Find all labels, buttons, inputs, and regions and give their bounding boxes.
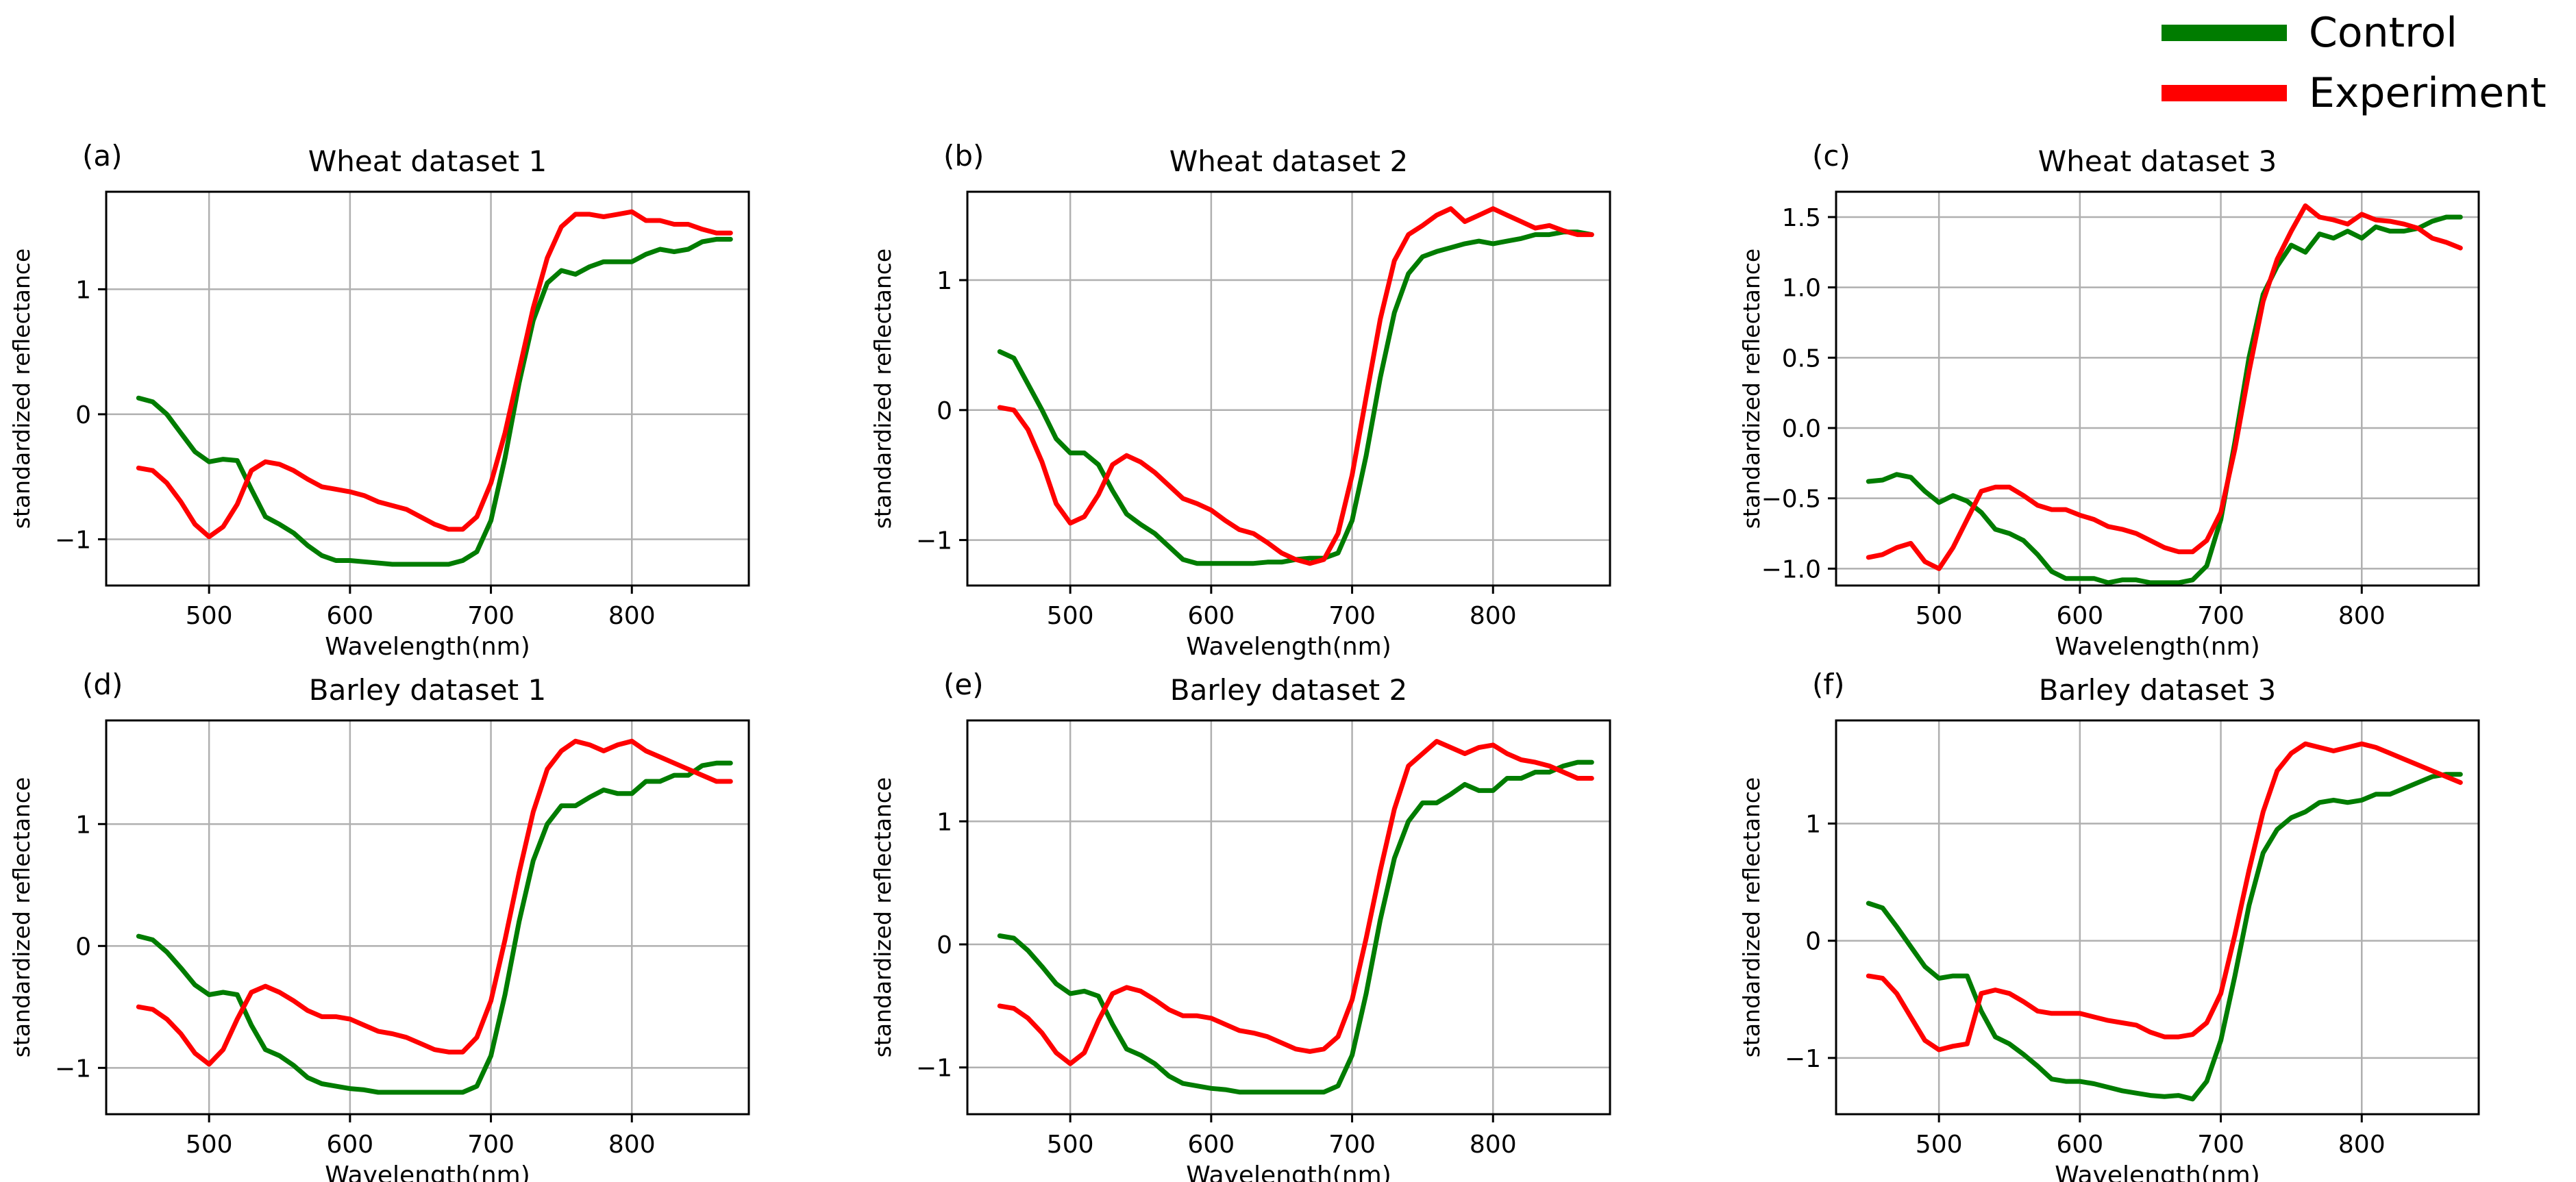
plot-frame [1835, 719, 2480, 1116]
x-tick-label: 500 [186, 602, 233, 630]
y-axis-label: standardized reflectance [8, 249, 35, 529]
y-tick-label: 0 [1805, 928, 1821, 956]
y-tick-label: −1 [1785, 1045, 1821, 1073]
y-tick-label: −1 [916, 1055, 952, 1083]
series-line-experiment [997, 739, 1594, 1066]
y-axis-label: standardized reflectance [1738, 249, 1765, 529]
legend-label-experiment: Experiment [2309, 69, 2547, 117]
legend-label-control: Control [2309, 9, 2457, 57]
panel-label: (d) [82, 668, 123, 701]
x-tick-label: 800 [608, 602, 656, 630]
chart-title: Barley dataset 2 [1170, 673, 1407, 707]
chart-title: Wheat dataset 1 [308, 144, 547, 178]
chart-title: Barley dataset 3 [2039, 673, 2276, 707]
y-tick-label: 0.5 [1782, 344, 1821, 373]
x-tick-label: 600 [1188, 1131, 1235, 1159]
y-tick-label: 0 [937, 931, 952, 959]
y-tick-label: 1.0 [1782, 275, 1821, 303]
y-tick-label: 0 [937, 397, 952, 425]
series-line-control [997, 759, 1594, 1095]
y-axis-label: standardized reflectance [869, 777, 896, 1058]
series-line-experiment [1866, 203, 2463, 571]
x-axis-label: Wavelength(nm) [325, 1161, 530, 1182]
panel-label: (b) [943, 139, 984, 173]
x-tick-label: 700 [2197, 602, 2244, 630]
y-tick-label: −1 [916, 527, 952, 555]
series-line-experiment [136, 209, 733, 540]
y-tick-label: −1 [55, 1055, 91, 1083]
y-axis-label: standardized reflectance [1738, 777, 1765, 1058]
chart-panel-1: 500 600 700 800 −1 0 1 Wheat dataset 1 (a) Wavele… [8, 139, 750, 661]
x-tick-label: 800 [2338, 1131, 2386, 1159]
x-tick-label: 600 [327, 1131, 374, 1159]
plot-frame [966, 190, 1611, 587]
series-line-control [136, 760, 733, 1095]
x-tick-label: 700 [467, 1131, 515, 1159]
x-tick-label: 700 [1328, 1131, 1376, 1159]
x-tick-label: 500 [1047, 1131, 1094, 1159]
series-line-control [1866, 214, 2463, 586]
panel-label: (e) [943, 668, 984, 701]
chart-title: Wheat dataset 3 [2038, 144, 2277, 178]
chart-title: Barley dataset 1 [309, 673, 546, 707]
y-tick-label: 0 [75, 933, 91, 961]
x-tick-label: 800 [1470, 602, 1517, 630]
plot-frame [105, 190, 750, 587]
chart-panel-3: 500 600 700 800 −1.0 −0.5 0.0 0.5 1.0 1.5 Wheat da… [1738, 139, 2480, 661]
chart-title: Wheat dataset 2 [1169, 144, 1408, 178]
plot-frame [1835, 190, 2480, 587]
x-axis-label: Wavelength(nm) [2055, 1161, 2260, 1182]
panels: 500 600 700 800 −1 0 1 Wheat dataset 1 (a) Wavele… [8, 139, 2480, 1182]
x-tick-label: 600 [1188, 602, 1235, 630]
y-tick-label: −1.0 [1761, 555, 1821, 583]
x-tick-label: 500 [186, 1131, 233, 1159]
series-line-experiment [997, 206, 1594, 566]
y-tick-label: 0 [75, 401, 91, 429]
y-tick-label: 1 [1805, 811, 1821, 839]
x-tick-label: 500 [1916, 1131, 1963, 1159]
x-axis-label: Wavelength(nm) [325, 633, 530, 661]
chart-panel-6: 500 600 700 800 −1 0 1 Barley dataset 3 (f) Wavel… [1738, 668, 2480, 1182]
x-axis-label: Wavelength(nm) [2055, 633, 2260, 661]
y-tick-label: 1.5 [1782, 204, 1821, 232]
series-line-control [136, 236, 733, 567]
y-tick-label: −0.5 [1761, 486, 1821, 514]
panel-label: (c) [1812, 139, 1850, 173]
y-tick-label: 1 [75, 276, 91, 304]
x-tick-label: 800 [1470, 1131, 1517, 1159]
chart-panel-5: 500 600 700 800 −1 0 1 Barley dataset 2 (e) Wavel… [869, 668, 1611, 1182]
series-line-experiment [1866, 741, 2463, 1053]
panel-label: (a) [82, 139, 123, 173]
chart-panel-4: 500 600 700 800 −1 0 1 Barley dataset 1 (d) Wavel… [8, 668, 750, 1182]
x-tick-label: 700 [2197, 1131, 2244, 1159]
x-axis-label: Wavelength(nm) [1186, 1161, 1391, 1182]
x-tick-label: 800 [608, 1131, 656, 1159]
plot-frame [105, 719, 750, 1116]
x-axis-label: Wavelength(nm) [1186, 633, 1391, 661]
x-tick-label: 600 [2057, 602, 2104, 630]
x-tick-label: 600 [327, 602, 374, 630]
series-line-control [1866, 772, 2463, 1102]
y-axis-label: standardized reflectance [869, 249, 896, 529]
legend: Control Experiment [2162, 9, 2547, 117]
y-tick-label: 1 [75, 811, 91, 839]
chart-panel-2: 500 600 700 800 −1 0 1 Wheat dataset 2 (b) Wavele… [869, 139, 1611, 661]
plot-frame [966, 719, 1611, 1116]
x-tick-label: 700 [467, 602, 515, 630]
y-tick-label: 0.0 [1782, 415, 1821, 443]
x-tick-label: 500 [1916, 602, 1963, 630]
y-tick-label: −1 [55, 526, 91, 554]
y-tick-label: 1 [937, 808, 952, 836]
panel-label: (f) [1812, 668, 1845, 701]
x-tick-label: 600 [2057, 1131, 2104, 1159]
x-tick-label: 700 [1328, 602, 1376, 630]
series-line-experiment [136, 738, 733, 1067]
y-tick-label: 1 [937, 267, 952, 295]
x-tick-label: 800 [2338, 602, 2386, 630]
y-axis-label: standardized reflectance [8, 777, 35, 1058]
x-tick-label: 500 [1047, 602, 1094, 630]
